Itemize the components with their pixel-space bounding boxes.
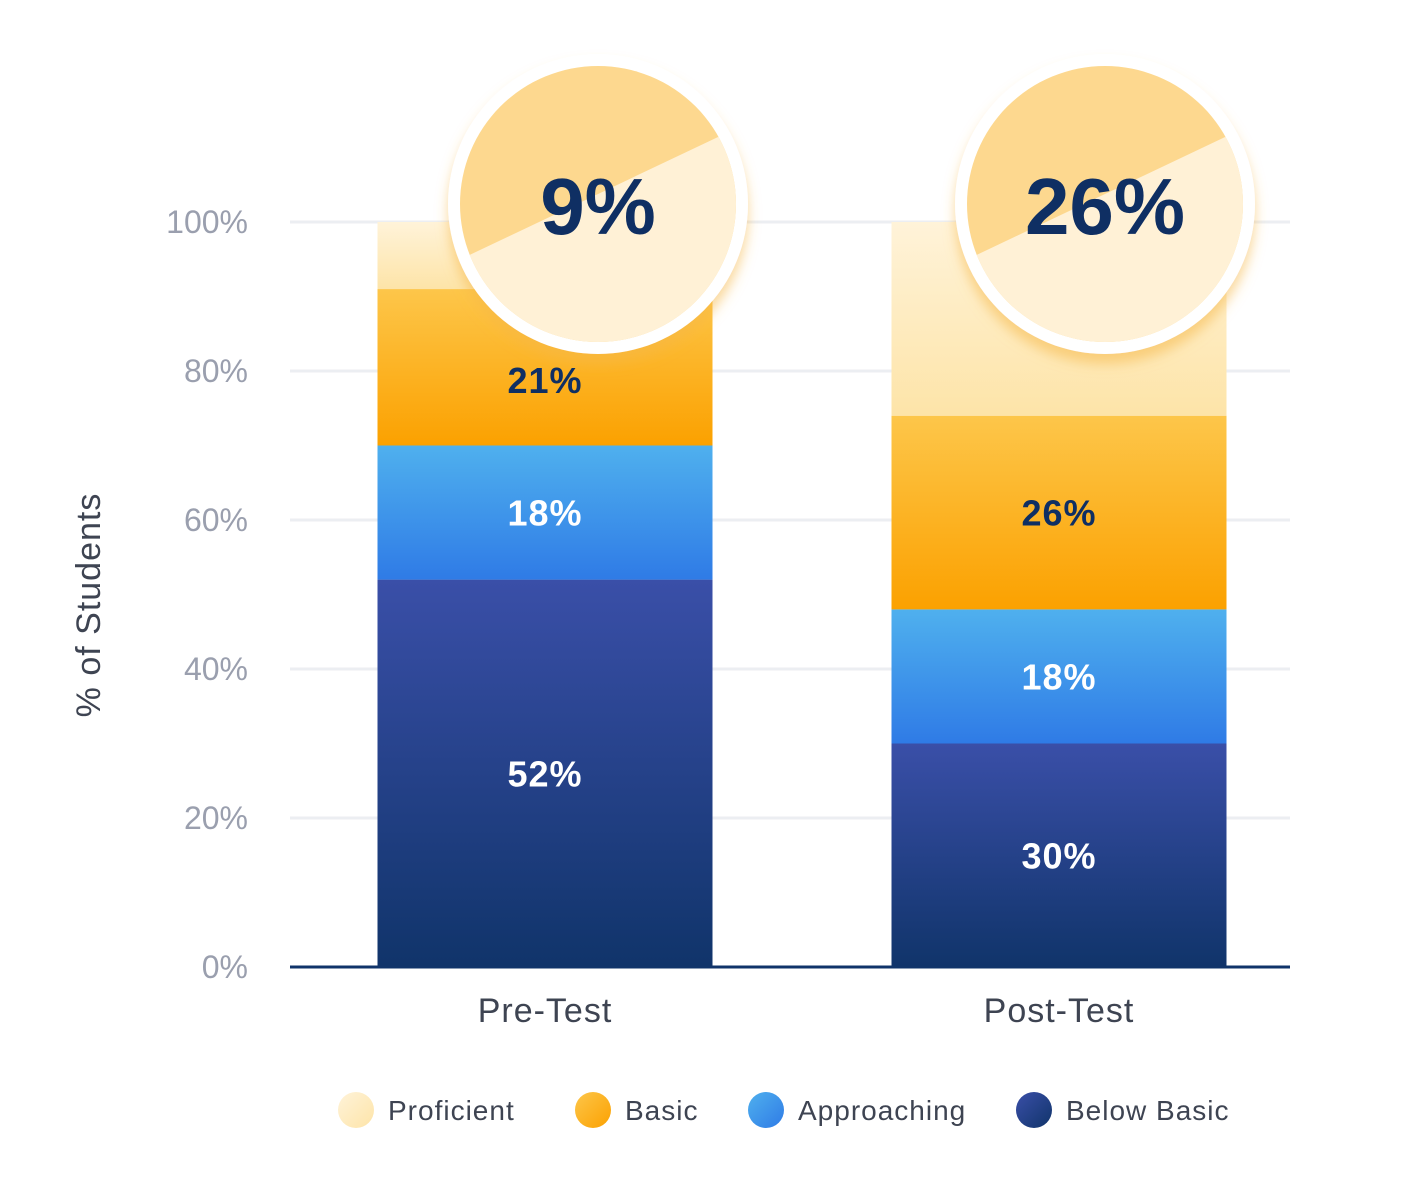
legend-label: Approaching bbox=[798, 1095, 966, 1126]
legend-swatch bbox=[748, 1092, 784, 1128]
highlight-value-label: 26% bbox=[1025, 162, 1185, 251]
legend-item: Approaching bbox=[748, 1092, 966, 1128]
legend-label: Below Basic bbox=[1066, 1095, 1230, 1126]
segment-value-label: 18% bbox=[1021, 656, 1096, 697]
highlight-value-label: 9% bbox=[540, 162, 656, 251]
legend-label: Proficient bbox=[388, 1095, 515, 1126]
legend-item: Below Basic bbox=[1016, 1092, 1230, 1128]
segment-value-label: 26% bbox=[1021, 493, 1096, 534]
highlight-bubble: 26% bbox=[955, 54, 1255, 354]
legend-swatch bbox=[338, 1092, 374, 1128]
bar-segment-below-basic bbox=[377, 579, 713, 967]
x-axis-categories: Pre-Test Post-Test bbox=[478, 992, 1135, 1030]
y-axis-label: % of Students bbox=[70, 493, 108, 718]
y-tick-label: 100% bbox=[166, 204, 248, 240]
segment-value-label: 30% bbox=[1021, 835, 1096, 876]
segment-value-label: 18% bbox=[507, 493, 582, 534]
bars bbox=[377, 222, 1227, 967]
legend-swatch bbox=[1016, 1092, 1052, 1128]
bar-segment-approaching bbox=[377, 445, 713, 580]
y-axis-ticks: 0% 20% 40% 60% 80% 100% bbox=[166, 204, 248, 985]
bar-segment-approaching bbox=[891, 609, 1227, 744]
bar-segment-basic bbox=[891, 415, 1227, 610]
segment-value-label: 21% bbox=[507, 360, 582, 401]
legend-item: Basic bbox=[575, 1092, 698, 1128]
legend-item: Proficient bbox=[338, 1092, 515, 1128]
y-tick-label: 80% bbox=[184, 353, 248, 389]
highlight-bubbles: 9% 26% bbox=[448, 54, 1255, 354]
x-category-label: Pre-Test bbox=[478, 992, 613, 1030]
x-category-label: Post-Test bbox=[984, 992, 1135, 1030]
legend-swatch bbox=[575, 1092, 611, 1128]
bubble-highlight bbox=[967, 119, 1243, 342]
y-tick-label: 40% bbox=[184, 651, 248, 687]
segment-labels: 52% 18% 21% 30% 18% 26% bbox=[507, 360, 1096, 876]
y-tick-label: 0% bbox=[202, 949, 248, 985]
segment-value-label: 52% bbox=[507, 753, 582, 794]
bubble-highlight bbox=[460, 119, 736, 342]
y-tick-label: 60% bbox=[184, 502, 248, 538]
y-tick-label: 20% bbox=[184, 800, 248, 836]
bar-segment-below-basic bbox=[891, 743, 1227, 967]
highlight-bubble: 9% bbox=[448, 54, 748, 354]
legend-label: Basic bbox=[625, 1095, 698, 1126]
legend: Proficient Basic Approaching Below Basic bbox=[338, 1092, 1230, 1128]
